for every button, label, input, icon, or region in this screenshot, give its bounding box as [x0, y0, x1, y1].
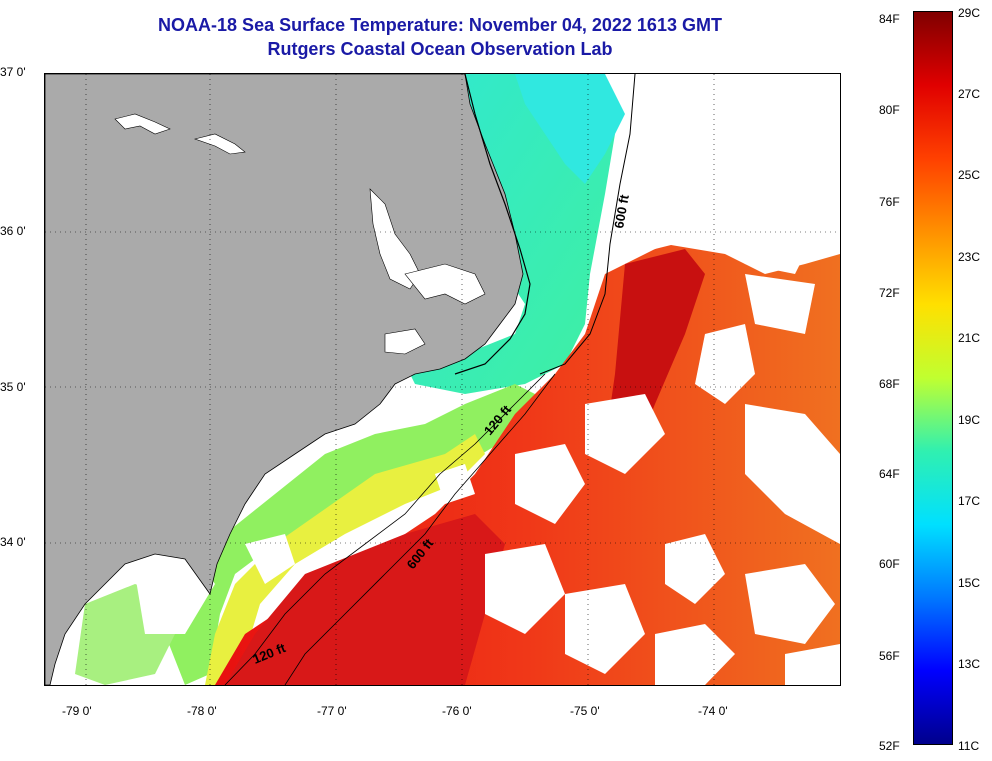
colorbar-f-label: 64F — [879, 467, 900, 481]
latitude-label: 34 0' — [0, 535, 26, 549]
longitude-label: -75 0' — [570, 704, 600, 718]
colorbar-c-label: 17C — [958, 494, 981, 508]
colorbar-f-label: 56F — [879, 649, 900, 663]
longitude-label: -79 0' — [62, 704, 92, 718]
longitude-label: -77 0' — [317, 704, 347, 718]
cloud-patches — [135, 74, 840, 685]
sst-map[interactable]: 600 ft 120 ft 600 ft 120 ft — [44, 73, 841, 686]
colorbar-c-label: 13C — [958, 657, 981, 671]
colorbar-c-label: 27C — [958, 87, 981, 101]
map-subtitle: Rutgers Coastal Ocean Observation Lab — [267, 39, 613, 59]
graticule — [45, 74, 840, 685]
coastal-yellow-band — [205, 434, 485, 685]
colorbar-c-label: 19C — [958, 413, 981, 427]
isobath-120ft — [224, 373, 546, 685]
isobath-600ft-north — [539, 74, 636, 375]
colorbar-f-label: 60F — [879, 557, 900, 571]
latitude-label: 36 0' — [0, 224, 26, 238]
outer-banks — [454, 74, 531, 375]
isobath-600ft-south — [284, 373, 556, 685]
isobath-label: 600 ft — [611, 193, 632, 230]
colorbar-c-label: 29C — [958, 6, 981, 20]
colorbar-f-label: 84F — [879, 12, 900, 26]
colorbar-f-label: 68F — [879, 377, 900, 391]
colorbar-f-label: 72F — [879, 286, 900, 300]
sst-map-canvas: 600 ft 120 ft 600 ft 120 ft — [45, 74, 840, 685]
colorbar-c-label: 23C — [958, 250, 981, 264]
land-mass — [45, 74, 524, 685]
colorbar-c-label: 11C — [958, 739, 980, 753]
sounds-and-rivers — [114, 113, 486, 355]
colorbar-c-label: 21C — [958, 331, 981, 345]
colorbar-c-label: 25C — [958, 168, 981, 182]
longitude-label: -78 0' — [187, 704, 217, 718]
longitude-label: -76 0' — [442, 704, 472, 718]
colorbar-c-label: 15C — [958, 576, 981, 590]
colorbar-f-label: 76F — [879, 195, 900, 209]
temperature-colorbar — [913, 11, 953, 745]
longitude-label: -74 0' — [698, 704, 728, 718]
map-title: NOAA-18 Sea Surface Temperature: Novembe… — [158, 15, 722, 35]
latitude-label: 37 0' — [0, 65, 26, 79]
colorbar-f-label: 52F — [879, 739, 900, 753]
warm-core-south — [225, 514, 505, 685]
cool-shelf-water-north — [515, 74, 625, 184]
latitude-label: 35 0' — [0, 380, 26, 394]
colorbar-f-label: 80F — [879, 103, 900, 117]
